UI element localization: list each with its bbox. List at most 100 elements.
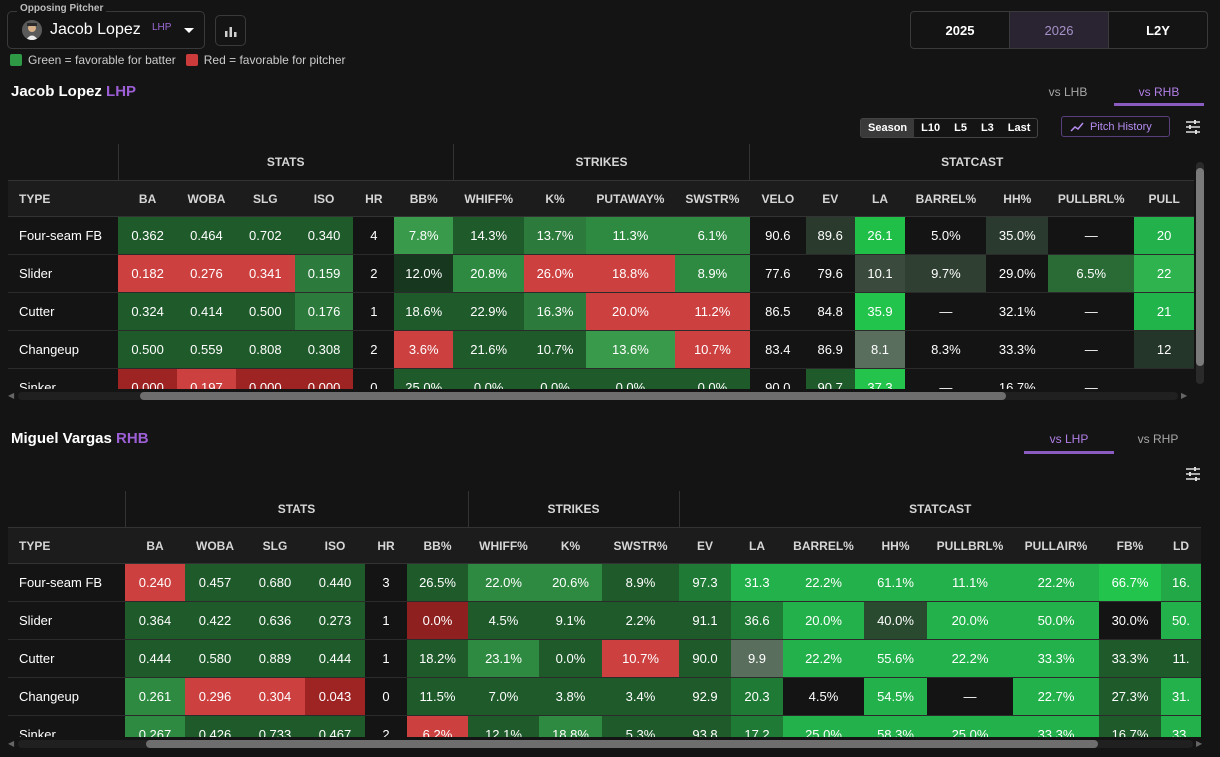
column-header-pullbrl-pct[interactable]: PULLBRL% <box>1048 180 1135 217</box>
column-header-la[interactable]: LA <box>731 527 783 564</box>
cell-iso: 0.467 <box>305 715 365 737</box>
settings-sliders-icon[interactable] <box>1185 466 1201 482</box>
table-row: Four-seam FB 0.362 0.464 0.702 0.340 4 7.8% 14.… <box>8 216 1194 255</box>
scroll-left-arrow[interactable]: ◀ <box>8 739 15 748</box>
column-header-slg[interactable]: SLG <box>235 180 295 217</box>
column-header-hh-pct[interactable]: HH% <box>864 527 927 564</box>
column-header-k-pct[interactable]: K% <box>524 180 586 217</box>
column-header-fb-pct[interactable]: FB% <box>1099 527 1161 564</box>
filter-last[interactable]: Last <box>1007 122 1031 134</box>
scroll-right-arrow[interactable]: ▶ <box>1181 391 1188 400</box>
year-2026[interactable]: 2026 <box>1010 12 1109 48</box>
scroll-thumb[interactable] <box>1196 168 1204 366</box>
column-header-bb-pct[interactable]: BB% <box>407 527 468 564</box>
cell-swstr-pct: 0.0% <box>674 368 750 389</box>
scroll-thumb[interactable] <box>146 740 1098 748</box>
group-strikes: STRIKES <box>452 144 750 181</box>
cell-iso: 0.043 <box>305 677 365 716</box>
chart-button[interactable] <box>215 15 246 46</box>
cell-bb-pct: 6.2% <box>407 715 468 737</box>
column-header-whiff-pct[interactable]: WHIFF% <box>468 527 539 564</box>
column-header-barrel-pct[interactable]: BARREL% <box>905 180 987 217</box>
filter-season[interactable]: Season <box>861 119 915 137</box>
cell-hh-pct: 33.3% <box>986 330 1049 369</box>
pitch-history-button[interactable]: Pitch History <box>1061 116 1170 137</box>
cell-la: 37.3 <box>854 368 906 389</box>
batter-table-container[interactable]: STATS STRIKES STATCAST TYPE BA WOBA SLG ISO H… <box>8 491 1207 737</box>
cell-ld: 31. <box>1161 677 1201 716</box>
cell-woba: 0.559 <box>176 330 236 369</box>
settings-sliders-icon[interactable] <box>1185 119 1201 135</box>
tab-vs-rhp[interactable]: vs RHP <box>1137 432 1179 446</box>
batter-section-name: Miguel Vargas <box>11 430 112 447</box>
column-header-iso[interactable]: ISO <box>294 180 354 217</box>
column-header-velo[interactable]: VELO <box>749 180 806 217</box>
pitcher-selector[interactable]: Jacob Lopez LHP <box>7 11 205 49</box>
cell-iso: 0.440 <box>305 563 365 602</box>
column-header-ev[interactable]: EV <box>679 527 731 564</box>
cell-whiff-pct: 22.0% <box>468 563 539 602</box>
filter-l3[interactable]: L3 <box>980 122 994 134</box>
table-row: Four-seam FB 0.240 0.457 0.680 0.440 3 26.5% 22… <box>8 563 1201 602</box>
pitcher-table-vscroll[interactable] <box>1196 162 1204 384</box>
cell-woba: 0.197 <box>176 368 236 389</box>
scroll-thumb[interactable] <box>140 392 1006 400</box>
column-header-ev[interactable]: EV <box>805 180 855 217</box>
column-header-k-pct[interactable]: K% <box>539 527 602 564</box>
cell-fb-pct: 27.3% <box>1099 677 1161 716</box>
scroll-left-arrow[interactable]: ◀ <box>8 391 15 400</box>
cell-whiff-pct: 12.1% <box>468 715 539 737</box>
year-l2y[interactable]: L2Y <box>1146 22 1170 38</box>
column-header-putaway-pct[interactable]: PUTAWAY% <box>585 180 675 217</box>
cell-woba: 0.426 <box>185 715 245 737</box>
column-header-type[interactable]: TYPE <box>8 180 119 217</box>
column-header-hr[interactable]: HR <box>365 527 407 564</box>
cell-ev: 79.6 <box>805 254 855 293</box>
cell-hh-pct: 35.0% <box>986 216 1049 255</box>
column-header-la[interactable]: LA <box>854 180 906 217</box>
column-header-bb-pct[interactable]: BB% <box>394 180 454 217</box>
range-filter[interactable]: Season L10 L5 L3 Last <box>860 118 1039 138</box>
column-header-swstr-pct[interactable]: SWSTR% <box>674 180 750 217</box>
cell-swstr-pct: 10.7% <box>602 639 679 678</box>
column-header-pull[interactable]: PULL <box>1134 180 1194 217</box>
year-selector[interactable]: 2025 2026 L2Y <box>910 11 1208 49</box>
column-header-iso[interactable]: ISO <box>305 527 365 564</box>
cell-barrel-pct: — <box>905 292 987 331</box>
cell-ld: 11. <box>1161 639 1201 678</box>
column-header-ba[interactable]: BA <box>125 527 185 564</box>
pitcher-table-hscroll[interactable] <box>18 392 1178 400</box>
tab-vs-lhp[interactable]: vs LHP <box>1049 432 1089 446</box>
table-row: Cutter 0.444 0.580 0.889 0.444 1 18.2% 23.1% 0.0… <box>8 639 1201 678</box>
pitcher-table-container[interactable]: STATS STRIKES STATCAST TYPE BA WOBA SLG ISO H… <box>8 144 1194 389</box>
pitcher-section-title: Jacob Lopez LHP <box>11 83 136 100</box>
column-header-pullair-pct[interactable]: PULLAIR% <box>1013 527 1099 564</box>
pitch-type-cell: Changeup <box>8 330 119 369</box>
filter-l10[interactable]: L10 <box>921 122 941 134</box>
column-header-ld[interactable]: LD <box>1161 527 1201 564</box>
tab-vs-lhb[interactable]: vs LHB <box>1048 85 1088 99</box>
column-header-hr[interactable]: HR <box>353 180 395 217</box>
column-header-swstr-pct[interactable]: SWSTR% <box>602 527 679 564</box>
cell-woba: 0.296 <box>185 677 245 716</box>
column-header-hh-pct[interactable]: HH% <box>986 180 1049 217</box>
cell-la: 10.1 <box>854 254 906 293</box>
column-header-slg[interactable]: SLG <box>245 527 305 564</box>
column-header-whiff-pct[interactable]: WHIFF% <box>453 180 525 217</box>
cell-pullbrl-pct: 11.1% <box>927 563 1013 602</box>
tab-vs-rhb[interactable]: vs RHB <box>1138 85 1180 99</box>
column-header-pullbrl-pct[interactable]: PULLBRL% <box>927 527 1013 564</box>
column-header-woba[interactable]: WOBA <box>185 527 245 564</box>
column-header-ba[interactable]: BA <box>118 180 177 217</box>
cell-barrel-pct: — <box>905 368 987 389</box>
column-header-type[interactable]: TYPE <box>8 527 125 564</box>
cell-pullbrl-pct: — <box>1048 292 1135 331</box>
chevron-down-icon[interactable] <box>184 28 194 33</box>
scroll-right-arrow[interactable]: ▶ <box>1196 739 1203 748</box>
column-header-barrel-pct[interactable]: BARREL% <box>783 527 864 564</box>
column-header-woba[interactable]: WOBA <box>176 180 236 217</box>
year-2025[interactable]: 2025 <box>911 12 1010 48</box>
cell-bb-pct: 18.2% <box>407 639 468 678</box>
filter-l5[interactable]: L5 <box>954 122 967 134</box>
batter-table-hscroll[interactable] <box>18 740 1193 748</box>
